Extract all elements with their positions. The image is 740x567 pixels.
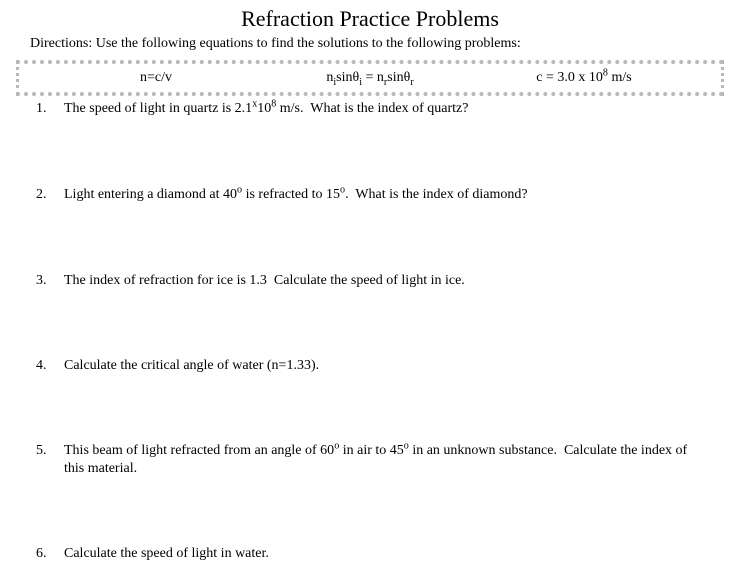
problem-number: 4. <box>36 357 64 375</box>
equation-2: nisinθi = nrsinθr <box>263 70 477 86</box>
equation-1: n=c/v <box>49 70 263 86</box>
problem-item: 6.Calculate the speed of light in water. <box>36 545 714 563</box>
problem-text: The speed of light in quartz is 2.1x108 … <box>64 100 714 118</box>
problem-text: Calculate the speed of light in water. <box>64 545 714 563</box>
page-title: Refraction Practice Problems <box>26 6 714 32</box>
problem-text: Light entering a diamond at 40o is refra… <box>64 186 714 204</box>
problem-text: This beam of light refracted from an ang… <box>64 442 714 477</box>
problem-item: 4.Calculate the critical angle of water … <box>36 357 714 375</box>
problem-number: 6. <box>36 545 64 563</box>
problem-item: 2.Light entering a diamond at 40o is ref… <box>36 186 714 204</box>
problems-list: 1.The speed of light in quartz is 2.1x10… <box>26 100 714 563</box>
problem-number: 3. <box>36 272 64 290</box>
problem-number: 1. <box>36 100 64 118</box>
equations-row: n=c/v nisinθi = nrsinθr c = 3.0 x 108 m/… <box>16 60 724 96</box>
problem-text: The index of refraction for ice is 1.3 C… <box>64 272 714 290</box>
directions-text: Directions: Use the following equations … <box>26 36 714 52</box>
problem-item: 1.The speed of light in quartz is 2.1x10… <box>36 100 714 118</box>
equation-3: c = 3.0 x 108 m/s <box>477 70 691 86</box>
problem-number: 2. <box>36 186 64 204</box>
problem-item: 3.The index of refraction for ice is 1.3… <box>36 272 714 290</box>
problem-number: 5. <box>36 442 64 460</box>
equations-box: n=c/v nisinθi = nrsinθr c = 3.0 x 108 m/… <box>16 60 724 96</box>
problem-item: 5.This beam of light refracted from an a… <box>36 442 714 477</box>
problem-text: Calculate the critical angle of water (n… <box>64 357 714 375</box>
